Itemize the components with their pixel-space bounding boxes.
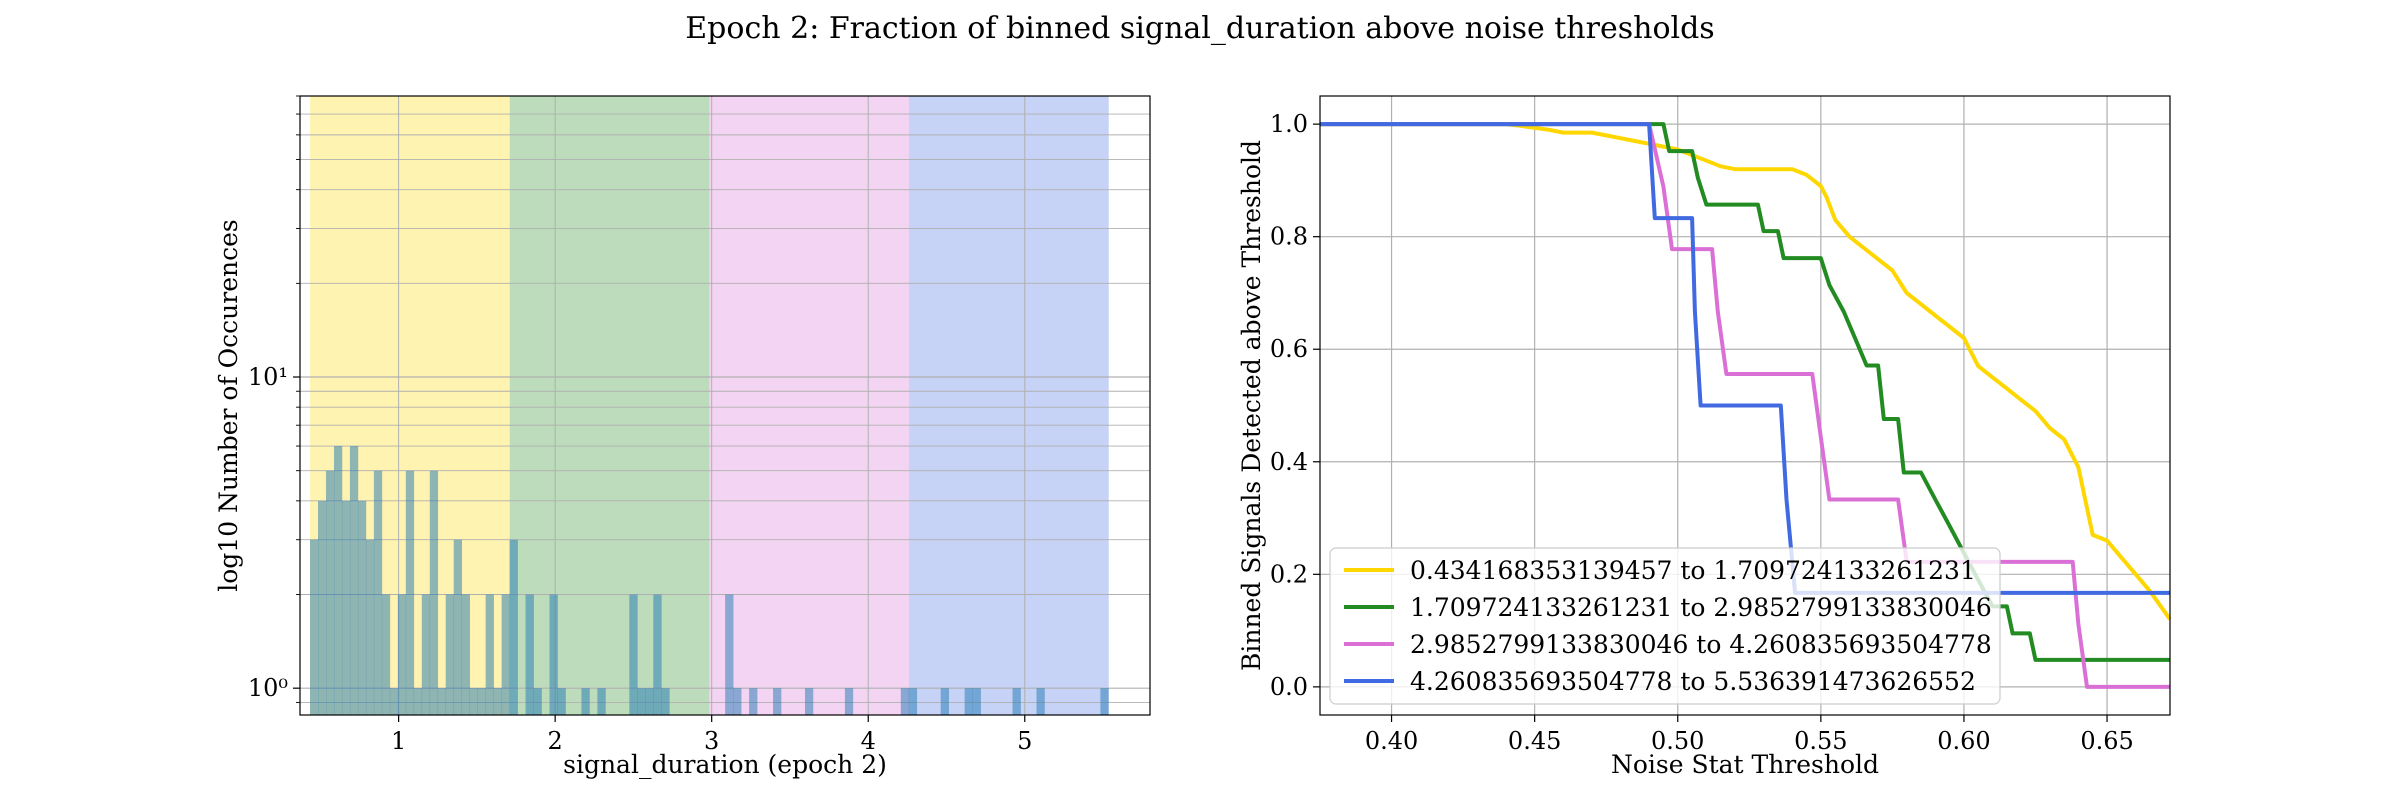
- histogram-bar: [397, 594, 407, 715]
- line-y-label: Binned Signals Detected above Threshold: [1237, 140, 1266, 671]
- histogram-bar: [318, 500, 327, 715]
- bin-band-2: [509, 96, 710, 715]
- x-tick-label: 0.40: [1365, 727, 1418, 755]
- histogram-bar: [1100, 688, 1109, 715]
- histogram-bar: [453, 539, 463, 715]
- y-tick-label: 0.2: [1270, 560, 1308, 588]
- histogram-bar: [437, 688, 447, 715]
- histogram-grid: [300, 95, 1150, 715]
- legend-label: 2.9852799133830046 to 4.260835693504778: [1410, 630, 1992, 659]
- x-tick-label: 4: [861, 727, 876, 755]
- histogram-bar: [749, 688, 758, 715]
- histogram-bar: [405, 470, 415, 715]
- histogram-bar: [908, 688, 918, 715]
- histogram-bar: [501, 594, 510, 715]
- legend-label: 4.260835693504778 to 5.536391473626552: [1410, 667, 1976, 696]
- y-tick-label: 0.0: [1270, 673, 1308, 701]
- x-tick-label: 0.50: [1651, 727, 1704, 755]
- y-tick-label: 10¹: [248, 363, 288, 391]
- line-axes-frame: [1319, 95, 2171, 716]
- histogram-bar: [349, 446, 359, 715]
- histogram-bar: [972, 688, 981, 715]
- histogram-bar: [493, 688, 502, 715]
- histogram-bar: [597, 688, 606, 715]
- histogram-bar: [733, 688, 742, 715]
- histogram-bar: [413, 688, 423, 715]
- y-tick-label: 10⁰: [248, 674, 288, 702]
- histogram-x-label: signal_duration (epoch 2): [563, 750, 887, 779]
- histogram-bar: [725, 594, 734, 715]
- histogram-bar: [310, 539, 319, 715]
- legend-label: 0.434168353139457 to 1.709724133261231: [1410, 556, 1976, 585]
- histogram-bar: [333, 446, 343, 715]
- histogram-bar: [1036, 688, 1045, 715]
- histogram-bar: [325, 470, 335, 715]
- histogram-bar: [525, 594, 534, 715]
- histogram-y-label: log10 Number of Occurences: [214, 219, 243, 592]
- histogram-bar: [533, 688, 542, 715]
- bin-shading: [310, 96, 1109, 715]
- x-tick-label: 3: [704, 727, 719, 755]
- histogram-axes-frame: [299, 95, 1151, 716]
- histogram-bar: [844, 688, 854, 715]
- line-x-label: Noise Stat Threshold: [1611, 750, 1879, 779]
- histogram-ticks: 1 2 3 4 5 10⁰ 10¹: [248, 95, 1032, 755]
- y-tick-label: 0.6: [1270, 335, 1308, 363]
- histogram-chart: 1 2 3 4 5 10⁰ 10¹ signal_duration (epoch 2) lo…: [214, 95, 1151, 779]
- histogram-bars: [310, 446, 1109, 715]
- x-tick-label: 0.60: [1937, 727, 1990, 755]
- histogram-bar: [429, 470, 439, 715]
- histogram-bar: [381, 594, 391, 715]
- histogram-bar: [445, 594, 455, 715]
- x-tick-label: 0.65: [2080, 727, 2133, 755]
- histogram-bar: [549, 594, 558, 715]
- x-tick-label: 0.45: [1508, 727, 1561, 755]
- histogram-bar: [804, 688, 814, 715]
- figure-title: Epoch 2: Fraction of binned signal_durat…: [685, 11, 1714, 46]
- x-tick-label: 5: [1017, 727, 1032, 755]
- histogram-bar: [373, 470, 383, 715]
- histogram-bar: [645, 688, 654, 715]
- bin-band-3: [709, 96, 910, 715]
- y-tick-label: 0.4: [1270, 448, 1308, 476]
- histogram-bar: [461, 594, 470, 715]
- histogram-bar: [509, 539, 518, 715]
- x-tick-label: 2: [548, 727, 563, 755]
- y-tick-label: 1.0: [1270, 110, 1308, 138]
- series-line-4: [1320, 122, 2170, 595]
- histogram-bar: [661, 688, 670, 715]
- histogram-bar: [389, 688, 399, 715]
- legend-label: 1.709724133261231 to 2.9852799133830046: [1410, 593, 1992, 622]
- histogram-bar: [773, 688, 782, 715]
- detection-line-chart: 0.40 0.45 0.50 0.55 0.60 0.65 0.0 0.2 0.4 0.6 0.8 1…: [1237, 95, 2172, 779]
- legend-box: [1329, 547, 2001, 705]
- histogram-bar: [653, 594, 662, 715]
- histogram-bar: [357, 500, 367, 715]
- y-tick-label: 0.8: [1270, 223, 1308, 251]
- histogram-bar: [964, 688, 973, 715]
- histogram-bar: [421, 594, 431, 715]
- histogram-bar: [557, 688, 566, 715]
- histogram-bar: [581, 688, 590, 715]
- series-line-1: [1320, 122, 2172, 621]
- histogram-bar: [341, 500, 351, 715]
- line-ticks: 0.40 0.45 0.50 0.55 0.60 0.65 0.0 0.2 0.4 0.6 0.8 1…: [1270, 110, 2134, 755]
- histogram-bar: [469, 688, 478, 715]
- histogram-bar: [485, 594, 494, 715]
- histogram-bar: [637, 688, 646, 715]
- histogram-bar: [629, 594, 638, 715]
- x-tick-label: 1: [391, 727, 406, 755]
- x-tick-label: 0.55: [1794, 727, 1847, 755]
- histogram-bar: [477, 688, 486, 715]
- histogram-bar: [365, 539, 375, 715]
- histogram-bar: [940, 688, 949, 715]
- histogram-bar: [1012, 688, 1021, 715]
- histogram-bar: [900, 688, 910, 715]
- legend: 0.434168353139457 to 1.709724133261231 1.…: [1329, 547, 2001, 705]
- bin-band-4: [909, 96, 1109, 715]
